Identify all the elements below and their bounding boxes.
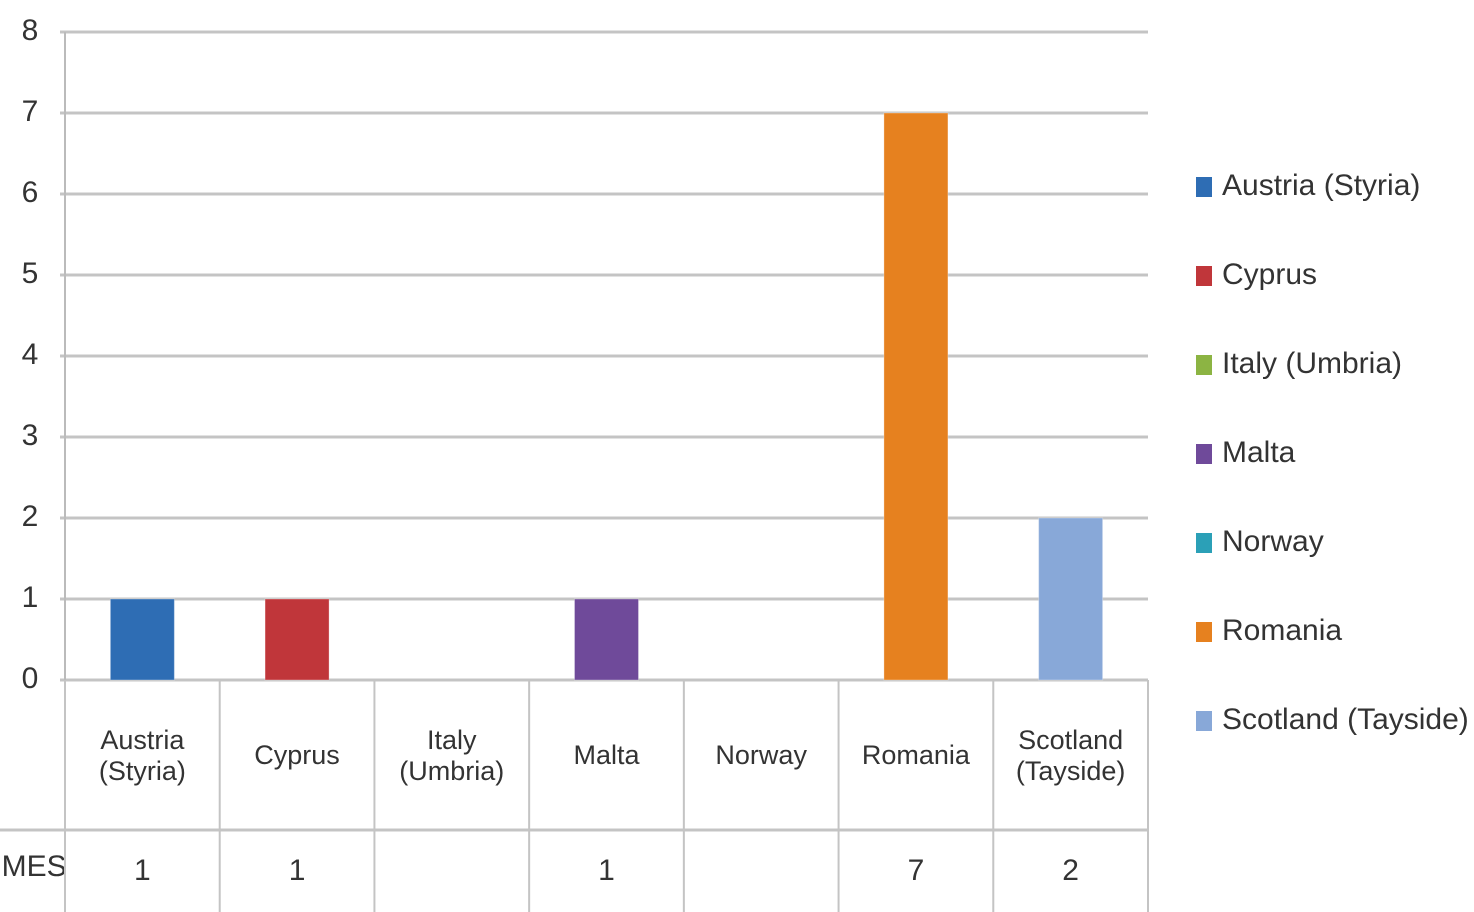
legend-label: Scotland (Tayside): [1222, 703, 1469, 736]
legend-swatch: [1196, 711, 1212, 731]
row-label: IMES: [0, 850, 67, 883]
bar: [574, 598, 639, 681]
legend-swatch: [1196, 622, 1212, 642]
x-tick-label: Cyprus: [254, 740, 340, 771]
bar: [883, 112, 949, 681]
x-tick-label: Norway: [715, 740, 807, 771]
table-value: 1: [134, 854, 151, 887]
x-tick-label: Austria (Styria): [98, 724, 186, 786]
legend-label: Romania: [1222, 614, 1342, 647]
y-tick-label: 0: [22, 662, 39, 695]
legend-swatch: [1196, 355, 1212, 375]
legend-label: Austria (Styria): [1222, 169, 1420, 202]
table-value: 7: [908, 854, 925, 887]
legend-swatch: [1196, 533, 1212, 553]
bar: [1038, 517, 1104, 681]
bar: [109, 598, 175, 681]
x-tick-label: Romania: [861, 740, 970, 771]
table-value: 1: [289, 854, 306, 887]
legend-swatch: [1196, 444, 1212, 464]
y-tick-label: 4: [22, 338, 39, 371]
legend-label: Norway: [1222, 525, 1324, 558]
x-tick-label: Italy (Umbria): [399, 724, 505, 786]
bar: [264, 598, 330, 681]
y-tick-label: 5: [22, 257, 39, 290]
y-tick-label: 7: [22, 95, 39, 128]
legend-label: Italy (Umbria): [1222, 347, 1402, 380]
y-tick-label: 2: [22, 500, 39, 533]
legend-label: Malta: [1222, 436, 1296, 469]
legend-swatch: [1196, 177, 1212, 197]
table-value: 2: [1062, 854, 1079, 887]
y-tick-label: 1: [22, 581, 39, 614]
y-tick-label: 3: [22, 419, 39, 452]
legend-label: Cyprus: [1222, 258, 1317, 291]
table-value: 1: [598, 854, 615, 887]
x-tick-label: Scotland (Tayside): [1015, 724, 1126, 786]
legend-swatch: [1196, 266, 1212, 286]
y-tick-label: 8: [22, 14, 39, 47]
x-tick-label: Malta: [573, 740, 640, 771]
y-tick-label: 6: [22, 176, 39, 209]
